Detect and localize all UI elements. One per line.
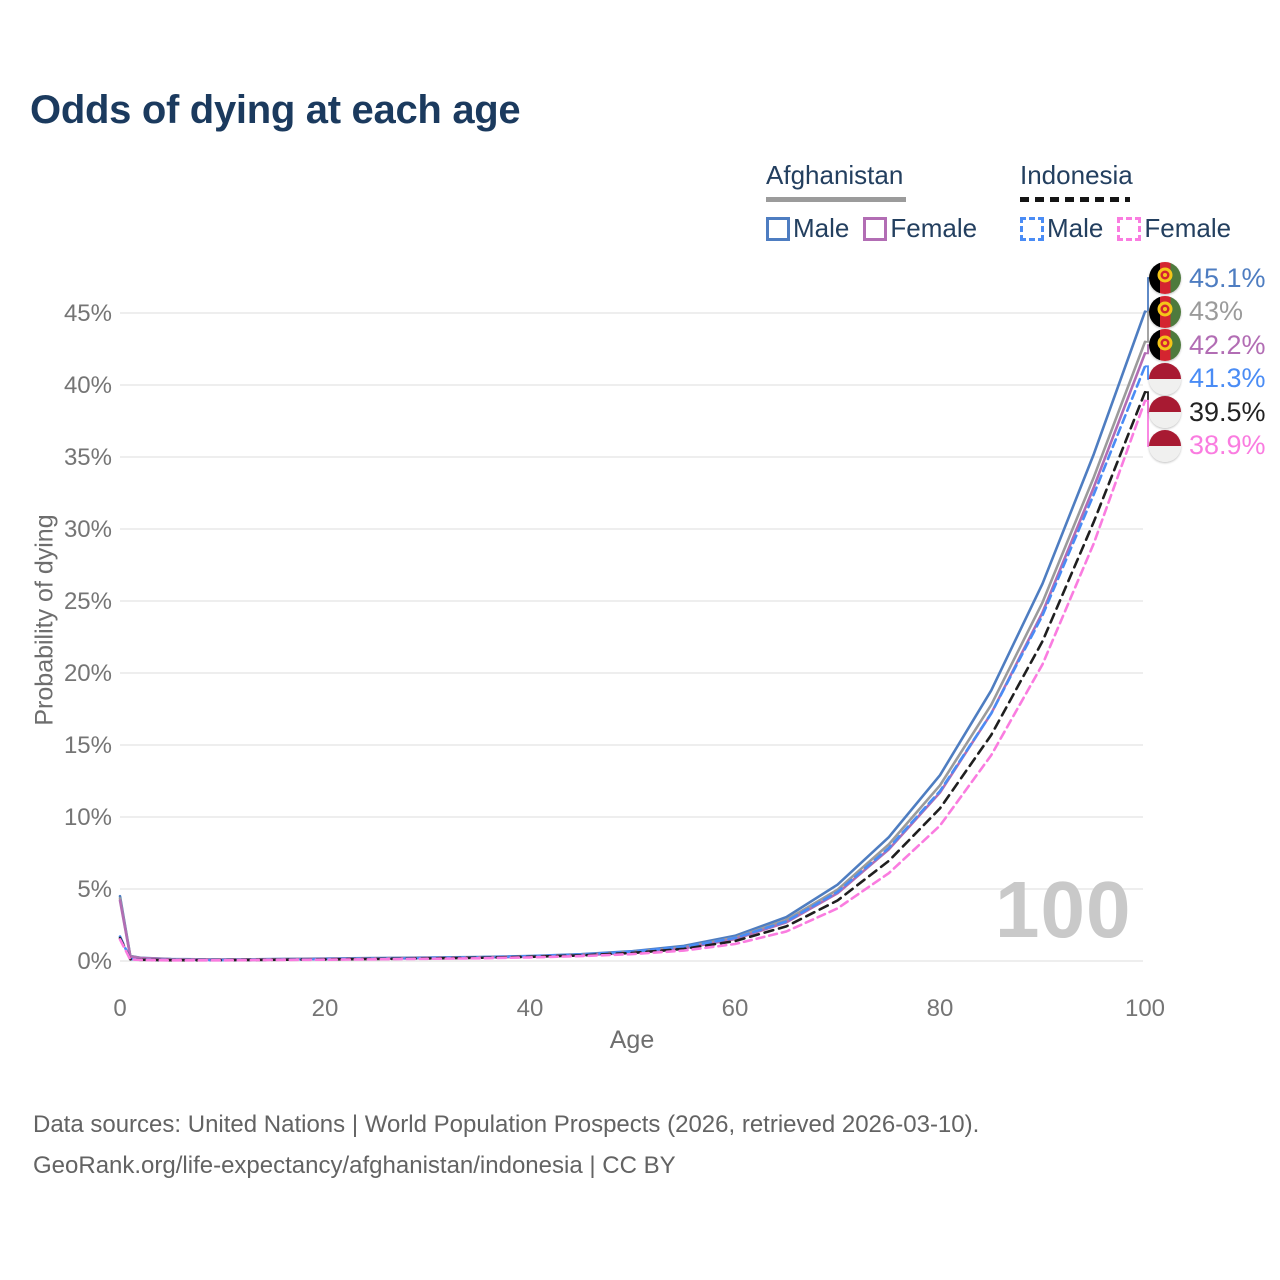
end-label-value: 38.9% [1189,430,1266,461]
y-tick-label: 25% [64,588,112,615]
attribution-line: GeoRank.org/life-expectancy/afghanistan/… [33,1152,676,1179]
x-axis-title: Age [609,1026,655,1054]
afghanistan-flag-icon [1149,262,1181,294]
end-label-value: 45.1% [1189,262,1266,293]
end-label-value: 41.3% [1189,363,1266,394]
x-tick-label: 0 [113,995,126,1022]
data-sources-line: Data sources: United Nations | World Pop… [33,1111,980,1138]
age-watermark: 100 [995,865,1132,954]
y-tick-label: 20% [64,660,112,687]
series-indonesia-female [118,399,1147,962]
afghanistan-flag-icon [1149,329,1181,362]
legend-country-indonesia[interactable]: Indonesia [1020,160,1133,190]
indonesia-line-swatch [1020,197,1130,202]
y-tick-label: 10% [64,804,112,831]
end-label-afghanistan-female: 42.2% [1149,329,1266,362]
end-label-indonesia-female: 38.9% [1149,429,1266,462]
series-afghanistan-all [118,340,1147,961]
series-indonesia-male [118,364,1147,962]
series-indonesia-all [118,390,1147,962]
footer: Data sources: United Nations | World Pop… [33,1104,979,1186]
y-tick-label: 5% [77,876,112,903]
indonesia-male-swatch [1020,216,1044,241]
legend-item-label: Male [793,213,850,243]
chart-title: Odds of dying at each age [30,88,521,132]
x-tick-label: 80 [927,995,954,1022]
series-end-labels: 45.1% 43% 42.2% 41.3% 39.5% 38.9% [1149,262,1266,464]
legend-item-indonesia-male[interactable]: Male [1020,213,1103,244]
end-label-value: 43% [1189,296,1244,327]
indonesia-flag-icon [1149,362,1181,395]
legend-group-indonesia: Indonesia Male Female [1020,160,1231,244]
afghanistan-male-swatch [766,216,790,241]
x-tick-label: 40 [517,995,544,1022]
end-label-indonesia-all: 39.5% [1149,396,1266,429]
end-label-value: 42.2% [1189,329,1266,360]
y-tick-label: 45% [64,300,112,327]
y-tick-label: 15% [64,732,112,759]
y-tick-label: 0% [77,948,112,975]
series-afghanistan-female [118,351,1147,962]
y-tick-label: 40% [64,372,112,399]
afghanistan-flag-icon [1149,295,1181,328]
series-afghanistan-male [118,310,1147,961]
x-tick-label: 100 [1125,995,1165,1022]
end-label-afghanistan-all: 43% [1149,295,1266,328]
end-label-afghanistan-male: 45.1% [1149,262,1266,294]
end-label-value: 39.5% [1189,396,1266,427]
indonesia-flag-icon [1149,396,1181,429]
x-tick-label: 20 [312,995,339,1022]
legend-item-indonesia-female[interactable]: Female [1117,213,1231,244]
legend-item-label: Male [1047,213,1104,243]
y-axis-title: Probability of dying [30,514,59,726]
afghanistan-female-swatch [863,216,888,241]
x-tick-label: 60 [722,995,749,1022]
legend-item-label: Female [1144,213,1232,243]
legend-country-afghanistan[interactable]: Afghanistan [766,160,904,190]
y-tick-label: 30% [64,516,112,543]
indonesia-flag-icon [1149,429,1181,462]
legend-item-afghanistan-female[interactable]: Female [863,213,977,244]
legend-item-afghanistan-male[interactable]: Male [766,213,849,244]
legend-item-label: Female [890,213,978,243]
end-label-indonesia-male: 41.3% [1149,362,1266,395]
afghanistan-line-swatch [766,197,906,202]
indonesia-female-swatch [1117,216,1142,241]
y-tick-label: 35% [64,444,112,471]
legend-group-afghanistan: Afghanistan Male Female [766,160,977,244]
